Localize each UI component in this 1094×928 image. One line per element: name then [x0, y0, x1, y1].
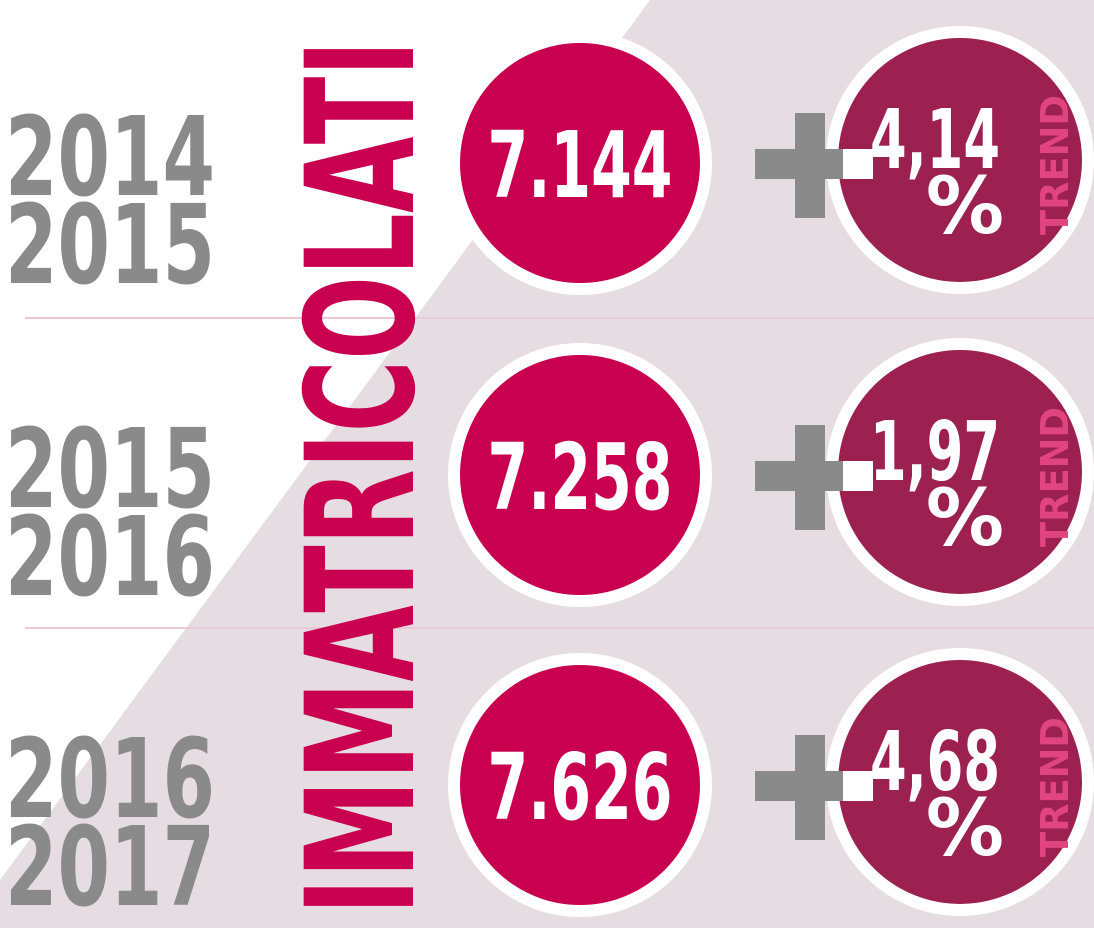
- plus-horizontal: [755, 771, 845, 801]
- trend-value: 4,68: [870, 715, 1000, 810]
- trend-value: 1,97: [870, 405, 1000, 500]
- trend-unit: %: [926, 474, 1004, 564]
- plus-horizontal-white: [843, 461, 873, 491]
- year: 2015: [5, 181, 215, 309]
- year: 2015: [5, 405, 215, 533]
- trend-label: TREND: [1033, 95, 1077, 235]
- trend-unit: %: [926, 162, 1004, 252]
- plus-horizontal-white: [843, 771, 873, 801]
- value: 7.144: [488, 112, 673, 219]
- trend-label: TREND: [1033, 407, 1077, 547]
- trend-label: TREND: [1033, 717, 1077, 857]
- value: 7.258: [488, 424, 673, 531]
- year: 2016: [5, 493, 215, 621]
- trend-unit: %: [926, 784, 1004, 874]
- value: 7.626: [488, 734, 673, 841]
- value-circle: [448, 343, 712, 607]
- plus-horizontal: [755, 461, 845, 491]
- year: 2014: [5, 93, 215, 221]
- value-circle: [448, 653, 712, 917]
- year: 2016: [5, 715, 215, 843]
- plus-horizontal: [755, 149, 845, 179]
- year: 2017: [5, 803, 215, 928]
- value-circle: [448, 31, 712, 295]
- vertical-title: IMMATRICOLATI: [275, 40, 449, 915]
- trend-value: 4,14: [870, 93, 1000, 188]
- plus-horizontal-white: [843, 149, 873, 179]
